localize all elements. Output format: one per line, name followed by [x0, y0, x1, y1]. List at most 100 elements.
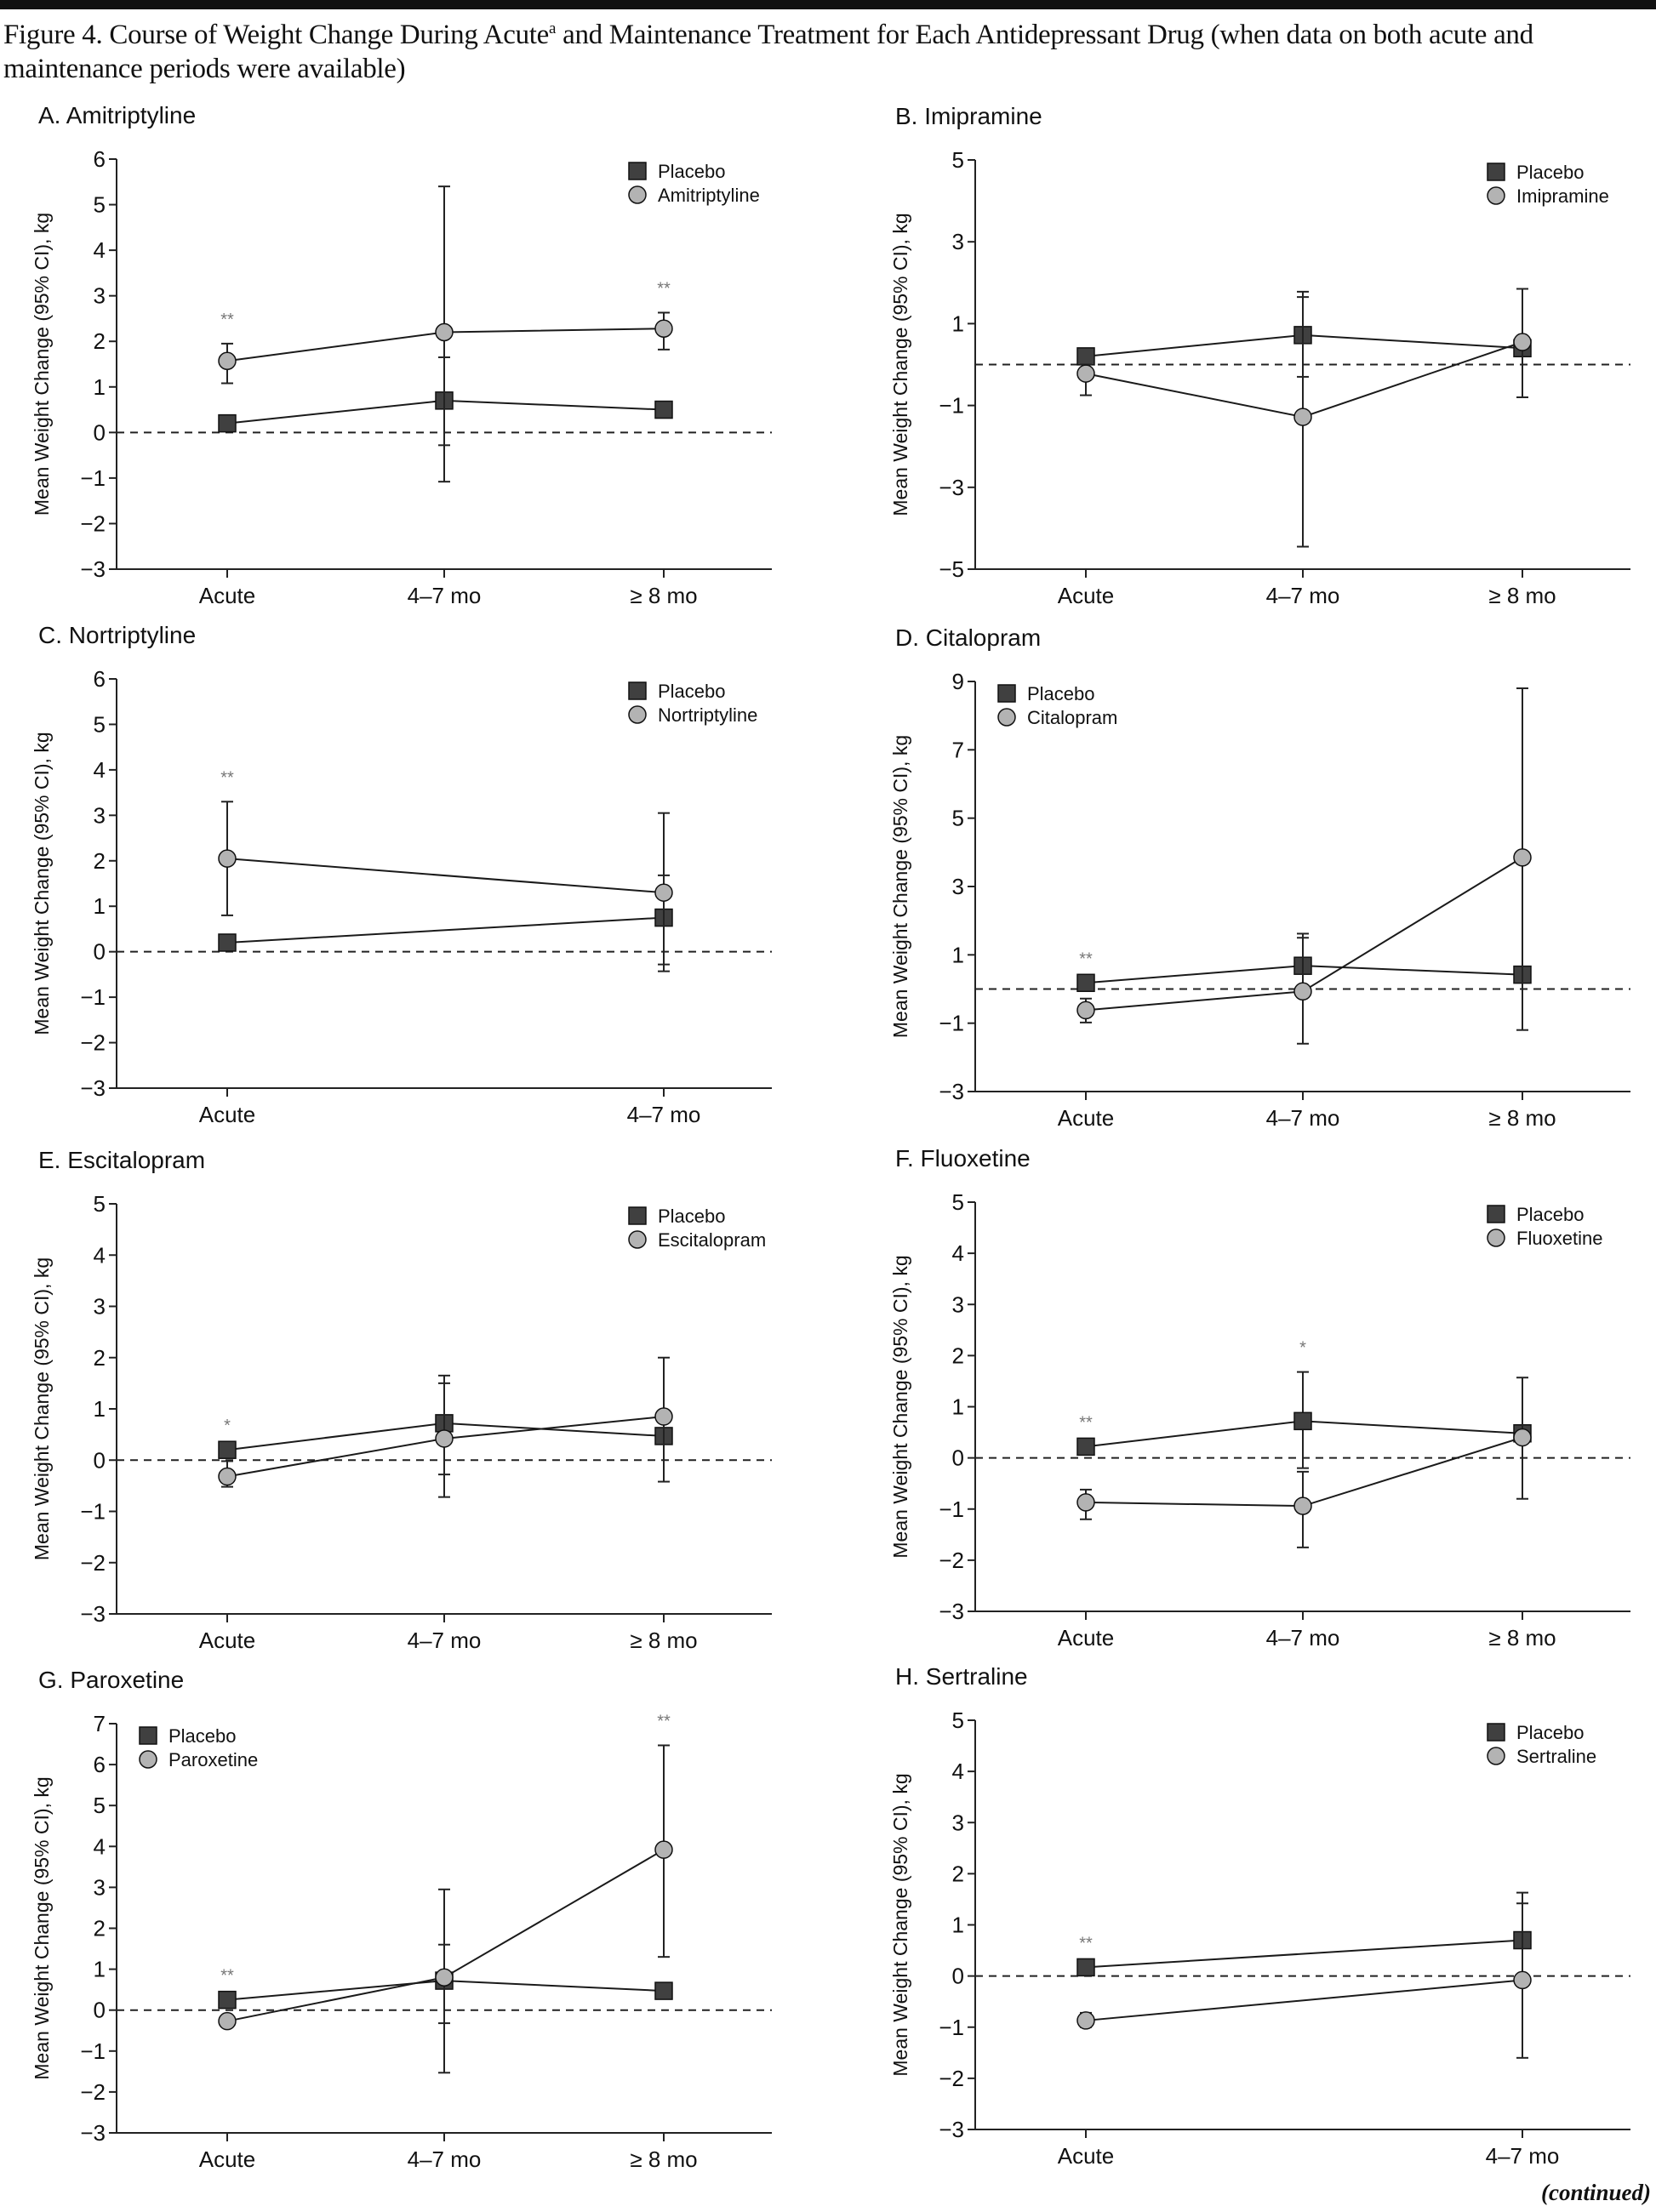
y-tick-label: 9 — [952, 669, 964, 694]
y-tick-label: 5 — [94, 192, 106, 218]
y-tick-label: −3 — [939, 2117, 964, 2142]
data-point — [218, 933, 237, 952]
legend-label: Placebo — [168, 1725, 237, 1747]
x-tick-label: 4–7 mo — [1266, 1105, 1340, 1131]
x-tick-label: ≥ 8 mo — [1488, 1105, 1556, 1131]
panel-c: C. Nortriptyline −3 −2 −1 0 1 2 3 4 5 6 Acute 4–7 mo… — [31, 622, 772, 1127]
y-tick-label: 4 — [94, 757, 106, 783]
y-tick-label: −2 — [939, 2066, 964, 2091]
series-line — [226, 916, 665, 944]
series-line — [226, 1849, 665, 2022]
data-point — [1293, 1411, 1312, 1431]
y-tick-label: 7 — [952, 737, 964, 762]
legend-marker-placebo — [997, 684, 1016, 703]
series-drug — [1076, 1902, 1532, 2059]
legend-label: Citalopram — [1027, 707, 1117, 728]
y-tick-label: 2 — [94, 1345, 106, 1371]
data-point — [1076, 1493, 1095, 1512]
y-axis-label: Mean Weight Change (95% CI), kg — [31, 213, 53, 516]
significance-marker: ** — [220, 768, 234, 787]
data-point — [435, 1429, 454, 1448]
x-tick-label: ≥ 8 mo — [630, 583, 697, 608]
x-tick-label: 4–7 mo — [1486, 2143, 1560, 2169]
x-tick-label: 4–7 mo — [1266, 1625, 1340, 1650]
legend-marker-drug — [139, 1750, 157, 1769]
legend-label: Paroxetine — [168, 1749, 258, 1770]
y-tick-label: −1 — [939, 2015, 964, 2040]
data-point — [218, 2011, 237, 2031]
y-tick-label: 1 — [952, 1913, 964, 1938]
data-point — [435, 1968, 454, 1987]
x-tick-label: ≥ 8 mo — [1488, 583, 1556, 608]
y-tick-label: −1 — [80, 984, 106, 1010]
legend-marker-placebo — [628, 681, 647, 700]
y-tick-label: 3 — [94, 283, 106, 309]
significance-marker: * — [224, 1417, 231, 1435]
y-tick-label: 0 — [94, 939, 106, 965]
x-tick-label: 4–7 mo — [408, 2146, 482, 2172]
y-tick-label: 6 — [94, 1752, 106, 1777]
y-tick-label: 0 — [94, 1447, 106, 1473]
y-tick-label: 6 — [94, 666, 106, 692]
figure-title-text: Figure 4. Course of Weight Change During… — [3, 20, 549, 50]
x-tick-label: Acute — [1058, 1625, 1115, 1650]
y-axis-label: Mean Weight Change (95% CI), kg — [31, 1776, 53, 2079]
footnote-marker: a — [549, 20, 557, 37]
y-tick-label: −1 — [939, 393, 964, 419]
y-tick-label: 4 — [94, 1833, 106, 1859]
y-tick-label: −3 — [939, 1599, 964, 1624]
y-tick-label: −3 — [80, 1075, 106, 1101]
data-point — [1076, 1437, 1095, 1457]
series-drug — [218, 1356, 673, 1498]
x-tick-label: Acute — [199, 583, 256, 608]
y-tick-label: −3 — [939, 475, 964, 500]
series-drug — [218, 801, 673, 972]
y-axis-label: Mean Weight Change (95% CI), kg — [889, 1255, 911, 1558]
legend-label: Placebo — [658, 161, 726, 182]
figure-title: Figure 4. Course of Weight Change During… — [3, 12, 1654, 86]
data-point — [1076, 1958, 1095, 1977]
legend-marker-placebo — [139, 1726, 157, 1745]
y-tick-label: 5 — [952, 1189, 964, 1215]
y-tick-label: 2 — [94, 848, 106, 874]
data-point — [654, 1981, 673, 2000]
data-point — [1293, 982, 1312, 1001]
panel-title: G. Paroxetine — [38, 1667, 184, 1693]
x-tick-label: Acute — [1058, 583, 1115, 608]
panel-title: E. Escitalopram — [38, 1147, 205, 1173]
legend-label: Placebo — [1516, 1722, 1585, 1743]
legend-marker-drug — [628, 185, 647, 204]
series-line — [1085, 341, 1523, 419]
y-tick-label: 5 — [952, 1707, 964, 1733]
y-tick-label: 2 — [952, 1861, 964, 1886]
y-tick-label: 3 — [952, 1810, 964, 1835]
legend-marker-drug — [997, 708, 1016, 727]
panel-a: A. Amitriptyline −3 −2 −1 0 1 2 3 4 5 6 Acute 4–7 mo… — [31, 102, 772, 608]
x-tick-label: 4–7 mo — [627, 1102, 701, 1127]
y-axis-label: Mean Weight Change (95% CI), kg — [889, 213, 911, 516]
series-drug — [1076, 1377, 1532, 1548]
y-tick-label: 1 — [94, 1957, 106, 1982]
y-tick-label: −2 — [80, 2079, 106, 2105]
data-point — [654, 1407, 673, 1426]
significance-marker: ** — [1079, 1934, 1093, 1953]
series-line — [1085, 1979, 1523, 2021]
legend-marker-drug — [1487, 1229, 1505, 1247]
y-tick-label: 1 — [952, 1394, 964, 1420]
y-tick-label: −3 — [939, 1079, 964, 1104]
y-tick-label: −1 — [80, 2038, 106, 2064]
y-tick-label: 6 — [94, 146, 106, 172]
y-tick-label: 4 — [94, 237, 106, 263]
data-point — [435, 322, 454, 342]
panel-f: F. Fluoxetine −3 −2 −1 0 1 2 3 4 5 Acute 4–7 mo ≥ 8 … — [889, 1145, 1630, 1650]
y-tick-label: 1 — [952, 311, 964, 336]
legend-label: Placebo — [1516, 1204, 1585, 1225]
data-point — [1293, 1497, 1312, 1515]
y-tick-label: −2 — [939, 1548, 964, 1573]
y-tick-label: 5 — [952, 806, 964, 831]
y-tick-label: 2 — [952, 1343, 964, 1368]
data-point — [1293, 408, 1312, 426]
legend-marker-drug — [1487, 1747, 1505, 1765]
y-tick-label: −2 — [80, 1550, 106, 1576]
